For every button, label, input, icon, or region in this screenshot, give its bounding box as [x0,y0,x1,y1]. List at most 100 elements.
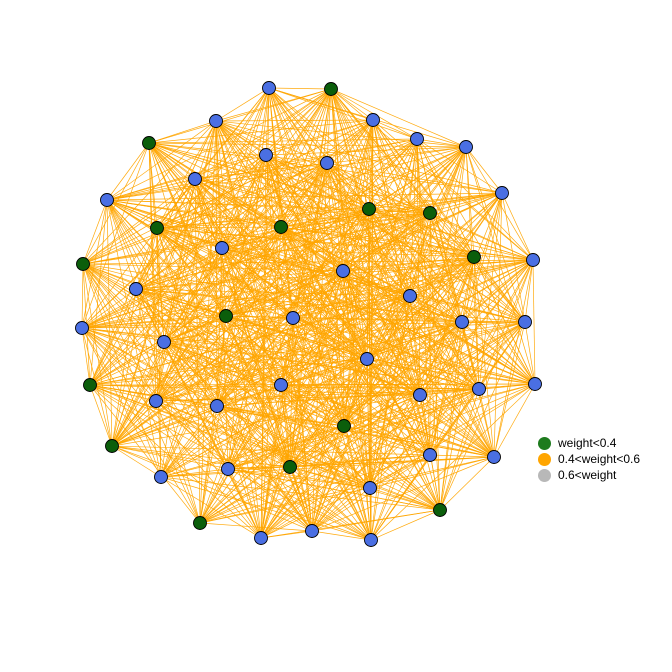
graph-edge [330,88,441,511]
graph-edge [370,383,536,541]
graph-edge [89,384,113,447]
graph-edge [280,295,411,386]
graph-edge [89,384,313,532]
graph-edge [160,317,294,478]
graph-edge [429,212,534,261]
graph-edge [280,226,463,323]
graph-edge [265,154,291,468]
graph-edge [216,358,368,407]
graph-edge [265,146,467,156]
graph-edge [225,259,534,317]
graph-edge [155,400,201,524]
graph-edge [135,288,421,396]
graph-node-blue [487,450,501,464]
graph-node-blue [455,315,469,329]
graph-edge [106,88,332,201]
graph-edge [106,119,374,201]
graph-edge [160,476,262,539]
graph-edge [311,321,526,532]
graph-edge [81,327,313,532]
graph-edge [280,119,374,386]
graph-edge [89,384,157,402]
graph-edge [326,88,332,164]
graph-edge [225,315,282,386]
graph-edge [148,138,418,144]
graph-node-green [219,309,233,323]
graph-edge [439,321,463,511]
graph-edge [135,288,463,323]
graph-edge [366,358,421,396]
graph-edge [199,466,291,524]
graph-edge [215,120,441,511]
graph-edge [227,466,291,470]
graph-edge [280,208,370,228]
graph-edge [163,341,431,456]
graph-edge [369,321,526,489]
graph-edge [216,405,345,427]
graph-edge [148,119,374,144]
graph-edge [280,226,480,390]
graph-edge [194,138,418,180]
graph-edge [280,383,536,386]
graph-edge [330,88,368,360]
graph-edge [135,162,328,290]
graph-edge [215,120,467,148]
graph-edge [135,247,223,290]
graph-edge [343,425,371,489]
graph-edge [81,321,526,329]
legend-item-weight-mid: 0.4<weight<0.6 [538,451,640,467]
graph-edge [163,341,345,427]
graph-edge [106,199,137,290]
graph-edge [82,263,162,478]
graph-edge [343,425,372,541]
graph-node-blue [286,311,300,325]
graph-edge [194,162,328,180]
graph-edge [369,212,431,489]
graph-edge [265,154,463,323]
graph-edge [199,522,313,532]
graph-edge [215,120,328,164]
graph-node-green [337,419,351,433]
graph-edge [343,146,467,427]
graph-edge [215,119,374,122]
graph-edge [292,317,480,390]
graph-node-blue [188,172,202,186]
graph-edge [289,256,475,468]
graph-node-green [362,202,376,216]
graph-edge [111,445,291,468]
graph-edge [369,394,421,489]
graph-edge [280,226,526,323]
graph-edge [342,270,421,396]
graph-edge [368,192,503,210]
graph-edge [155,394,421,402]
graph-node-blue [528,377,542,391]
graph-edge [260,509,441,539]
graph-edge [194,178,495,458]
graph-edge [221,247,536,385]
graph-edge [465,146,526,323]
graph-node-blue [459,140,473,154]
graph-edge [280,226,294,319]
graph-edge [81,315,227,329]
legend-label: 0.4<weight<0.6 [558,452,641,466]
graph-edge [135,87,270,290]
graph-edge [216,405,495,458]
graph-edge [368,208,431,214]
graph-node-blue [262,81,276,95]
graph-edge [111,394,421,447]
graph-edge [106,162,328,201]
graph-edge [216,405,371,489]
graph-edge [330,88,431,214]
graph-edge [111,226,282,447]
graph-edge [156,212,431,229]
graph-edge [82,263,227,317]
graph-edge [81,327,262,539]
legend: weight<0.4 0.4<weight<0.6 0.6<weight [538,435,640,483]
graph-edge [156,192,503,229]
graph-edge [163,341,282,386]
graph-edge [280,212,431,386]
graph-edge [473,256,495,458]
graph-edge [155,317,294,402]
graph-node-blue [336,264,350,278]
